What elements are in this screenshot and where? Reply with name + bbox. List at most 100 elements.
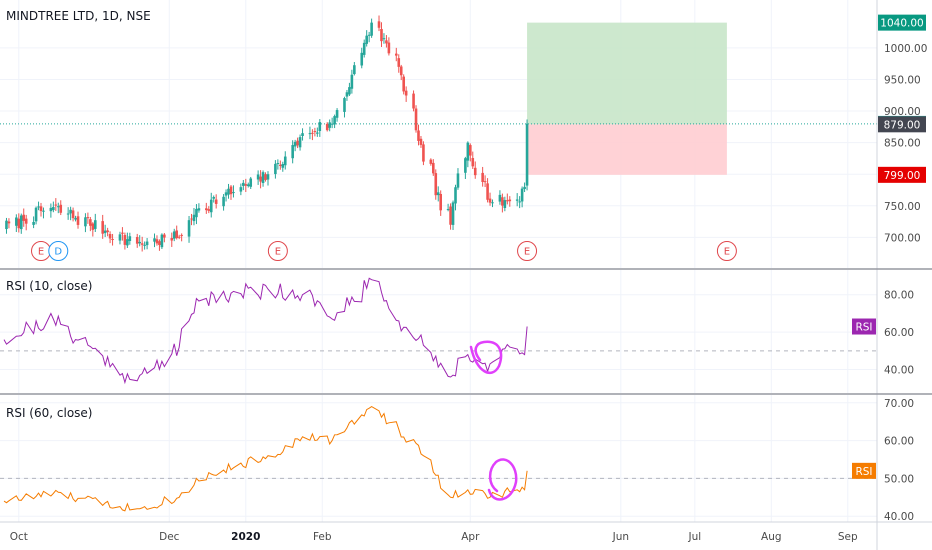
event-marker-label: E — [38, 247, 44, 258]
candle-body — [195, 208, 198, 218]
event-marker-label: E — [724, 247, 730, 258]
candle-body — [32, 221, 35, 225]
candle-body — [155, 239, 159, 244]
candle-body — [311, 132, 314, 134]
candle-body — [296, 140, 299, 146]
x-tick-label: Aug — [761, 531, 782, 543]
candle-body — [192, 214, 196, 222]
candle-body — [515, 199, 519, 201]
candle-body — [281, 164, 285, 168]
candle-body — [143, 244, 146, 246]
candle-body — [84, 217, 87, 227]
candle-body — [74, 217, 77, 220]
candle-body — [318, 122, 322, 132]
candle-body — [353, 65, 356, 75]
candle-body — [49, 207, 53, 212]
x-tick-label: Apr — [461, 531, 480, 543]
candle-body — [19, 215, 23, 230]
event-marker — [517, 241, 538, 261]
candle-body — [108, 234, 112, 239]
rsi10-title: RSI (10, close) — [6, 279, 92, 293]
candle-body — [412, 93, 415, 109]
candle-body — [301, 133, 304, 137]
candle-body — [197, 208, 201, 211]
candle-body — [291, 145, 294, 159]
price-tag-label: 799.00 — [884, 170, 921, 182]
candle-body — [449, 206, 452, 225]
x-tick-label: Jun — [612, 531, 629, 543]
candle-body — [506, 200, 509, 202]
candle-body — [491, 202, 494, 204]
candle-body — [170, 237, 174, 241]
candle-body — [293, 141, 297, 147]
candle-body — [473, 167, 477, 176]
candle-body — [39, 206, 43, 212]
price-tick-label: 1000.00 — [884, 43, 927, 55]
candle-body — [348, 87, 351, 95]
candle-body — [456, 173, 460, 188]
candle-body — [177, 236, 181, 238]
candle-body — [118, 234, 122, 241]
candle-body — [335, 110, 339, 118]
candle-body — [439, 193, 443, 211]
candle-body — [483, 181, 487, 183]
candle-body — [207, 209, 211, 211]
candle-body — [187, 220, 191, 237]
candle-body — [370, 22, 373, 36]
event-marker-label: E — [524, 247, 530, 258]
candle-body — [246, 184, 250, 186]
event-marker — [716, 241, 737, 261]
candle-body — [56, 206, 60, 208]
rsi60-panel[interactable]: 40.00 50.00 60.00 70.00 RSI — [0, 395, 914, 523]
rsi-tag-label: RSI — [855, 322, 872, 334]
x-tick-label: 2020 — [231, 531, 260, 543]
candle-body — [126, 239, 129, 246]
candle-body — [367, 34, 371, 36]
candle-body — [34, 207, 38, 222]
candle-body — [190, 218, 193, 220]
x-tick-label: Feb — [313, 531, 332, 543]
candle-body — [404, 90, 408, 96]
price-panel[interactable]: 700.00750.00800.00850.00900.00950.001000… — [0, 0, 927, 268]
event-marker — [48, 241, 69, 261]
candle-body — [481, 172, 484, 182]
candle-body — [350, 74, 354, 89]
candle-body — [325, 123, 329, 131]
candle-body — [446, 209, 450, 211]
candle-body — [249, 178, 253, 187]
rsi10-panel[interactable]: 40.00 60.00 80.00 RSI — [0, 270, 914, 393]
candle-body — [279, 164, 282, 166]
candle-body — [466, 142, 470, 161]
candle-body — [429, 159, 433, 164]
candle-body — [232, 192, 235, 194]
price-tag-label: 1040.00 — [880, 18, 923, 30]
candle-body — [501, 197, 504, 206]
candle-body — [360, 52, 364, 66]
price-tick-label: 900.00 — [884, 106, 921, 118]
candle-body — [86, 217, 90, 219]
candle-body — [283, 156, 287, 166]
candle-body — [145, 241, 149, 246]
candle-body — [24, 218, 28, 224]
candle-body — [382, 38, 386, 40]
chart-title: MINDTREE LTD, 1D, NSE — [6, 9, 151, 23]
price-tick-label: 950.00 — [884, 74, 921, 86]
rsi-tick-label: 80.00 — [884, 290, 914, 302]
rsi-line — [3, 406, 528, 512]
annotation-circle — [487, 458, 518, 501]
candle-body — [313, 131, 317, 133]
candle-body — [54, 204, 58, 206]
rsi-tick-label: 70.00 — [884, 398, 914, 410]
candle-body — [123, 235, 127, 245]
event-marker — [267, 241, 288, 261]
candle-body — [343, 98, 346, 112]
price-tick-label: 750.00 — [884, 201, 921, 213]
candle-body — [66, 213, 70, 215]
candle-body — [242, 182, 245, 186]
candle-body — [365, 35, 368, 44]
x-tick-label: Dec — [159, 531, 180, 543]
candle-body — [276, 163, 280, 165]
candle-body — [140, 243, 144, 245]
